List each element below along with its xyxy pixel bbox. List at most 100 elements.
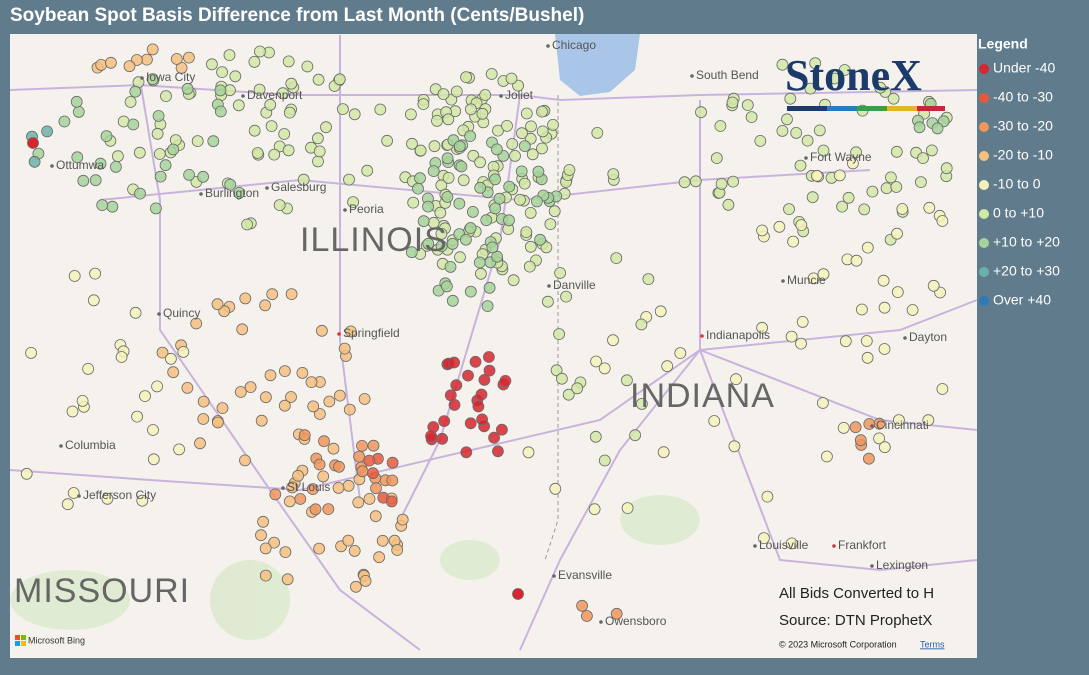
bid-dot [842, 191, 855, 204]
bid-dot [893, 414, 905, 427]
copyright: © 2023 Microsoft Corporation [779, 639, 897, 649]
bid-dot [89, 267, 101, 280]
bid-dot [478, 373, 491, 386]
city-label: Peoria [349, 202, 384, 216]
bid-dot [466, 205, 479, 218]
bid-dot [761, 490, 774, 503]
bid-dot [251, 147, 264, 159]
bid-dot [436, 432, 449, 445]
bid-dot [190, 317, 203, 330]
logo-bar [787, 106, 945, 111]
city-label: Muncie [787, 273, 826, 287]
bid-dot [607, 168, 620, 181]
bid-dot [322, 503, 335, 516]
bid-dot [610, 252, 623, 265]
legend-title: Legend [978, 36, 1028, 52]
bid-dot [459, 233, 472, 246]
bid-dot [783, 203, 795, 216]
bid-dot [547, 119, 559, 131]
bid-dot [550, 364, 563, 377]
city-label: Owensboro [605, 614, 667, 628]
bid-dot [811, 169, 823, 182]
bid-dot [301, 60, 314, 73]
bid-dot [576, 599, 588, 612]
bid-dot [476, 107, 489, 120]
bid-dot [787, 235, 799, 248]
city-dot [832, 544, 836, 548]
bid-dot [96, 199, 109, 212]
bid-dot [259, 569, 272, 582]
bid-dot [417, 98, 430, 110]
bid-dot [891, 286, 904, 299]
bid-dot [136, 494, 149, 507]
bid-dot [499, 374, 512, 387]
bid-dot [352, 496, 365, 509]
bid-dot [216, 402, 229, 415]
bid-dot [515, 165, 528, 178]
city-dot [552, 574, 556, 578]
bid-dot [854, 434, 867, 447]
bid-dot [273, 199, 286, 212]
legend-label: Under -40 [993, 60, 1055, 76]
city-label: Dayton [909, 330, 947, 344]
city-label: Chicago [552, 38, 596, 52]
city-label: Quincy [163, 306, 200, 320]
bid-dot [885, 171, 897, 184]
bid-dot [446, 294, 459, 307]
bid-dot [518, 140, 531, 153]
bid-dot [386, 456, 399, 469]
bid-dot [167, 143, 180, 156]
bid-dot [464, 222, 477, 234]
city-dot [870, 424, 874, 428]
bid-dot [123, 60, 136, 73]
bid-dot [476, 413, 489, 426]
city-labels: Chicago South Bend Joliet Davenport Iowa Cit… [50, 38, 947, 628]
city-label: Cincinnati [876, 418, 929, 432]
bid-dot [873, 432, 885, 445]
bid-dot [197, 413, 210, 425]
bid-dot [878, 301, 891, 314]
bid-dot [248, 56, 261, 68]
bid-dot [407, 196, 420, 209]
bid-dot [124, 96, 137, 108]
bid-dot [391, 544, 404, 556]
bid-dot [856, 303, 868, 316]
bid-dot [890, 181, 903, 193]
bid-dot [282, 55, 295, 68]
bid-dot [336, 103, 349, 115]
bid-dot [923, 201, 936, 214]
bid-dot [838, 64, 851, 76]
bid-dot [170, 53, 183, 65]
bid-dot [469, 355, 482, 368]
legend-swatch [979, 238, 989, 248]
bid-dot [283, 106, 296, 119]
bid-dot [654, 305, 667, 318]
city-label: Danville [553, 278, 596, 292]
bid-dot [861, 241, 874, 254]
bid-dot [348, 108, 361, 121]
bid-dot [534, 233, 546, 246]
bid-dot [253, 83, 266, 96]
bid-dot [313, 408, 326, 420]
bid-dot [591, 126, 604, 139]
bid-dot [464, 417, 477, 430]
city-label: Ottumwa [56, 158, 104, 172]
bid-dot [239, 454, 251, 467]
bid-dot [678, 176, 691, 189]
bid-dot [796, 315, 809, 328]
bid-dot [635, 318, 648, 331]
bid-dot [562, 388, 575, 401]
bid-dot [474, 267, 487, 280]
bid-dot [741, 99, 754, 111]
bid-dot [860, 335, 873, 347]
terms-link[interactable]: Terms [920, 639, 945, 649]
bid-dot [863, 418, 876, 430]
city-dot [700, 334, 704, 338]
bid-dot [880, 182, 893, 195]
city-label: Jefferson City [83, 488, 156, 502]
bid-dot [404, 108, 417, 121]
bid-dot [105, 56, 117, 69]
bid-dot [621, 374, 633, 387]
bid-dot [516, 127, 528, 140]
bid-dot [181, 381, 194, 394]
